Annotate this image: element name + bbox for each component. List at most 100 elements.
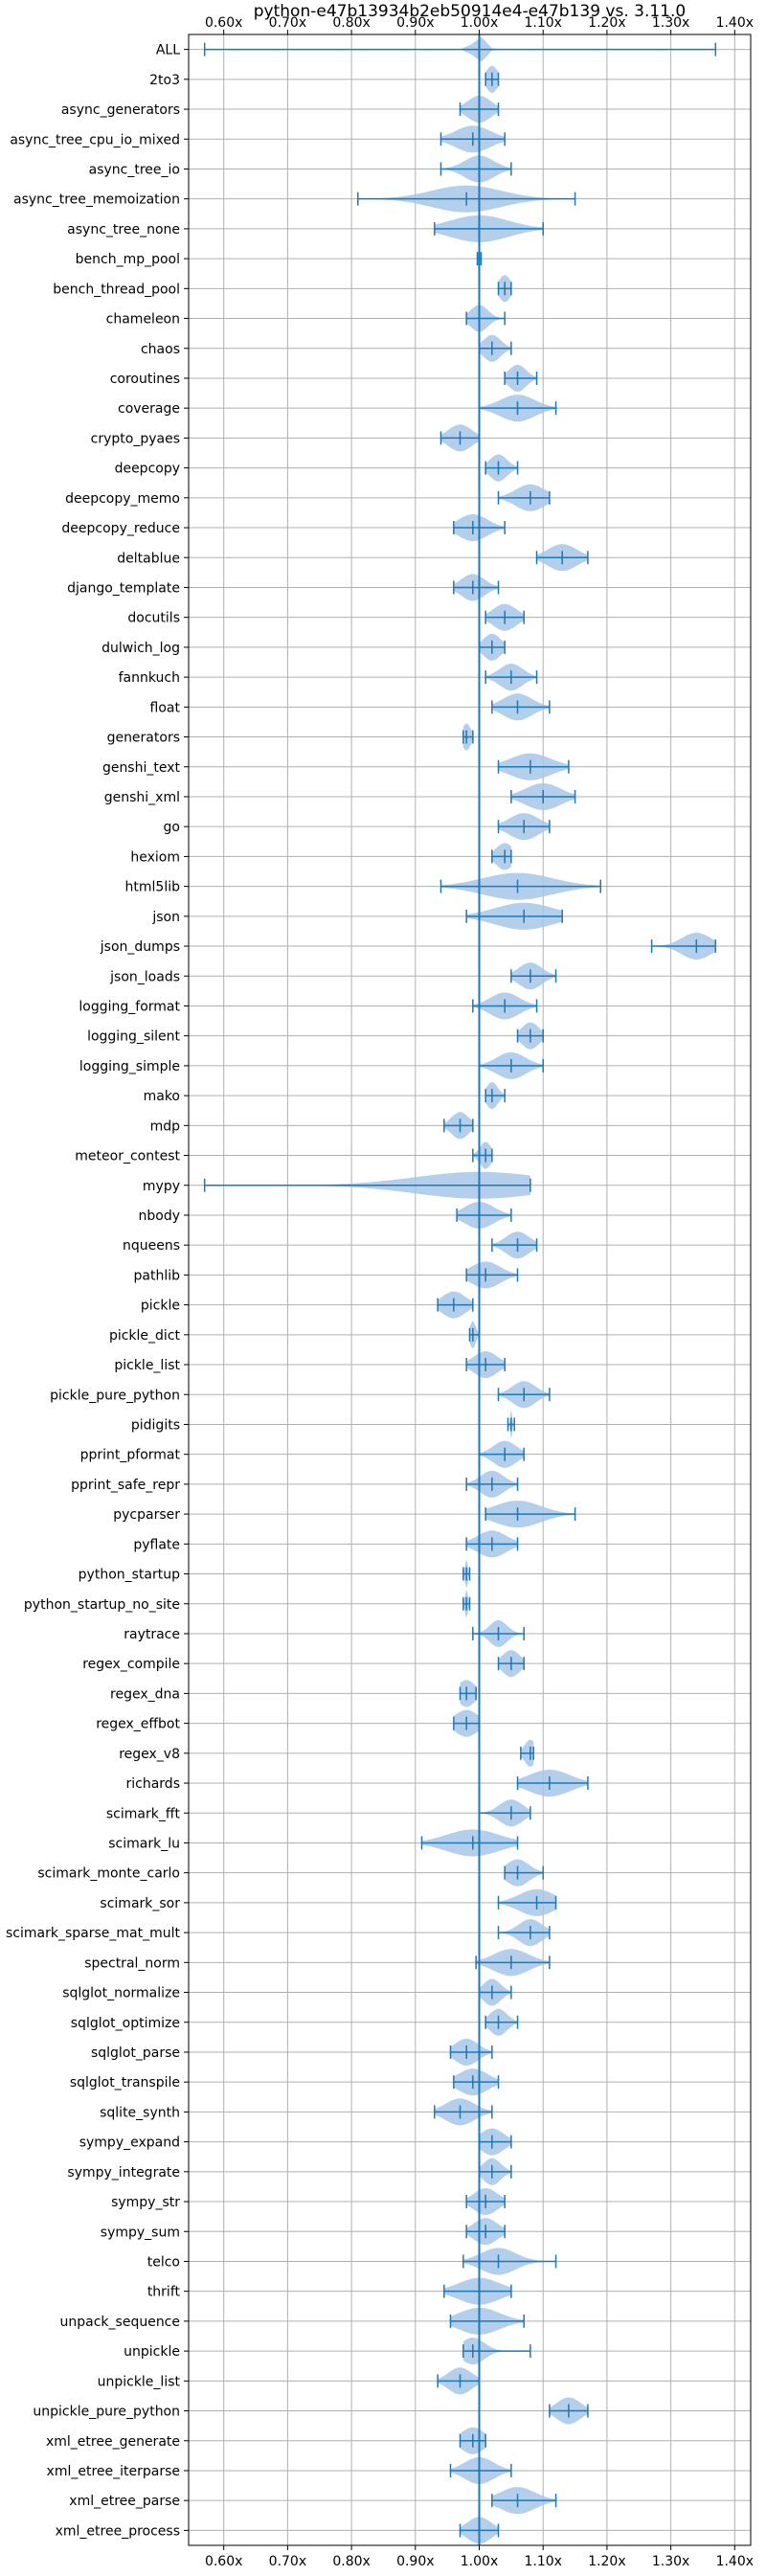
category-label: hexiom (130, 849, 180, 865)
category-label: nqueens (123, 1238, 180, 1254)
x-tick-label-top: 0.80x (332, 15, 370, 31)
category-label: sqlglot_optimize (71, 2016, 180, 2031)
category-label: xml_etree_process (56, 2523, 180, 2539)
violin-whisker (465, 1537, 519, 1551)
violin-whisker (472, 999, 538, 1013)
violin-whisker (459, 2433, 486, 2448)
x-tick-label-top: 1.40x (716, 15, 754, 31)
category-label: pidigits (131, 1417, 180, 1433)
violin-whisker (497, 1388, 551, 1402)
category-label: mypy (143, 1179, 180, 1194)
category-label: telco (147, 2254, 180, 2270)
axes: 0.60x 0.60x 0.70x 0.70x 0.80x 0.80x 0.90x 0.90x… (184, 15, 754, 2569)
category-label: chaos (141, 342, 180, 357)
category-label: regex_dna (110, 1686, 180, 1702)
violin-whisker (497, 1926, 551, 1940)
violin-whisker (453, 2075, 500, 2090)
violin-whisker (535, 551, 589, 565)
x-tick-label-bottom: 0.60x (205, 2554, 242, 2569)
category-label: scimark_sparse_mat_mult (6, 1926, 180, 1941)
violin-whisker (510, 789, 576, 803)
category-label: async_tree_cpu_io_mixed (10, 132, 180, 147)
category-label: deltablue (117, 551, 180, 566)
violin-whisker (462, 1567, 471, 1581)
category-label: deepcopy_memo (65, 491, 180, 507)
violin-whisker (475, 1955, 551, 1970)
category-label: unpickle (124, 2344, 180, 2360)
category-label: pyflate (133, 1537, 180, 1552)
category-label: bench_thread_pool (53, 282, 180, 297)
category-label: async_tree_memoization (13, 192, 180, 208)
violin-whisker (497, 490, 551, 505)
category-label: deepcopy_reduce (61, 521, 180, 536)
violin-whisker (439, 132, 506, 147)
category-label: sqlglot_parse (91, 2045, 180, 2061)
violin-whisker (516, 1028, 544, 1043)
category-label: sympy_integrate (67, 2165, 180, 2181)
category-label: xml_etree_iterparse (47, 2464, 180, 2479)
violin-whisker (497, 820, 551, 834)
violin-whisker (462, 1596, 471, 1611)
violin-whisker (420, 1836, 519, 1850)
category-label: pathlib (134, 1268, 181, 1283)
violin-whisker (491, 849, 512, 864)
category-label: crypto_pyaes (91, 431, 180, 446)
x-tick-label-bottom: 0.90x (396, 2554, 434, 2569)
category-label: generators (107, 731, 180, 746)
violin-whisker (516, 1776, 589, 1791)
violin-whisker (491, 700, 551, 714)
violin-whisker (484, 2015, 519, 2029)
x-tick-label-top: 1.30x (652, 15, 689, 31)
category-label: regex_effbot (96, 1717, 180, 1732)
violin-whisker (472, 1626, 525, 1640)
category-label: sqlite_synth (100, 2105, 180, 2120)
category-label: go (164, 820, 180, 835)
category-label: logging_format (79, 999, 180, 1014)
x-tick-label-bottom: 0.70x (269, 2554, 306, 2569)
x-tick-label-top: 1.20x (588, 15, 625, 31)
category-label: pickle_pure_python (50, 1388, 180, 1403)
grid-lines (189, 34, 751, 2545)
violin-whisker (439, 879, 601, 893)
violin-whisker (650, 939, 717, 954)
category-label: ALL (156, 43, 180, 58)
category-label: json_dumps (100, 939, 180, 955)
violin-whisker (434, 2105, 493, 2119)
violin-whisker (497, 759, 570, 774)
violin-whisker (465, 2225, 506, 2239)
category-label: coroutines (110, 372, 180, 387)
violin-whisker (465, 1358, 506, 1372)
x-tick-label-bottom: 1.20x (588, 2554, 625, 2569)
violin-whisker (203, 42, 717, 56)
category-label: mako (144, 1089, 180, 1104)
category-label: dulwich_log (101, 641, 180, 656)
violin-whisker (478, 401, 557, 416)
x-tick-label-top: 0.70x (269, 15, 306, 31)
category-label: async_tree_io (89, 162, 180, 177)
violin-whisker (459, 1686, 477, 1701)
violin-whisker (497, 1657, 525, 1671)
chart-title: python-e47b13934b2eb50914e4-e47b139 vs. … (254, 2, 686, 21)
category-label: sympy_sum (101, 2225, 180, 2240)
category-label: python_startup_no_site (24, 1597, 180, 1613)
violin-whisker (504, 1865, 544, 1880)
category-label: unpack_sequence (60, 2315, 180, 2330)
category-label: pprint_safe_repr (71, 1478, 180, 1493)
violin-whisker (507, 1417, 515, 1432)
violin-whisker (484, 461, 519, 475)
category-label: sqlglot_transpile (70, 2075, 180, 2090)
category-label: regex_compile (82, 1657, 180, 1672)
category-label: pprint_pformat (80, 1448, 181, 1463)
violin-whisker (549, 2404, 589, 2418)
category-label: bench_mp_pool (76, 252, 180, 267)
violin-whisker (465, 2195, 506, 2209)
category-label: django_template (67, 580, 180, 596)
violin-whisker (449, 2045, 493, 2059)
violin-whisker (484, 72, 500, 86)
category-label: fannkuch (119, 670, 180, 686)
violin-whisker (357, 192, 576, 206)
category-label: scimark_fft (106, 1806, 181, 1821)
category-label: genshi_xml (104, 790, 180, 805)
category-label: mdp (150, 1119, 181, 1134)
x-tick-label-bottom: 1.30x (652, 2554, 689, 2569)
